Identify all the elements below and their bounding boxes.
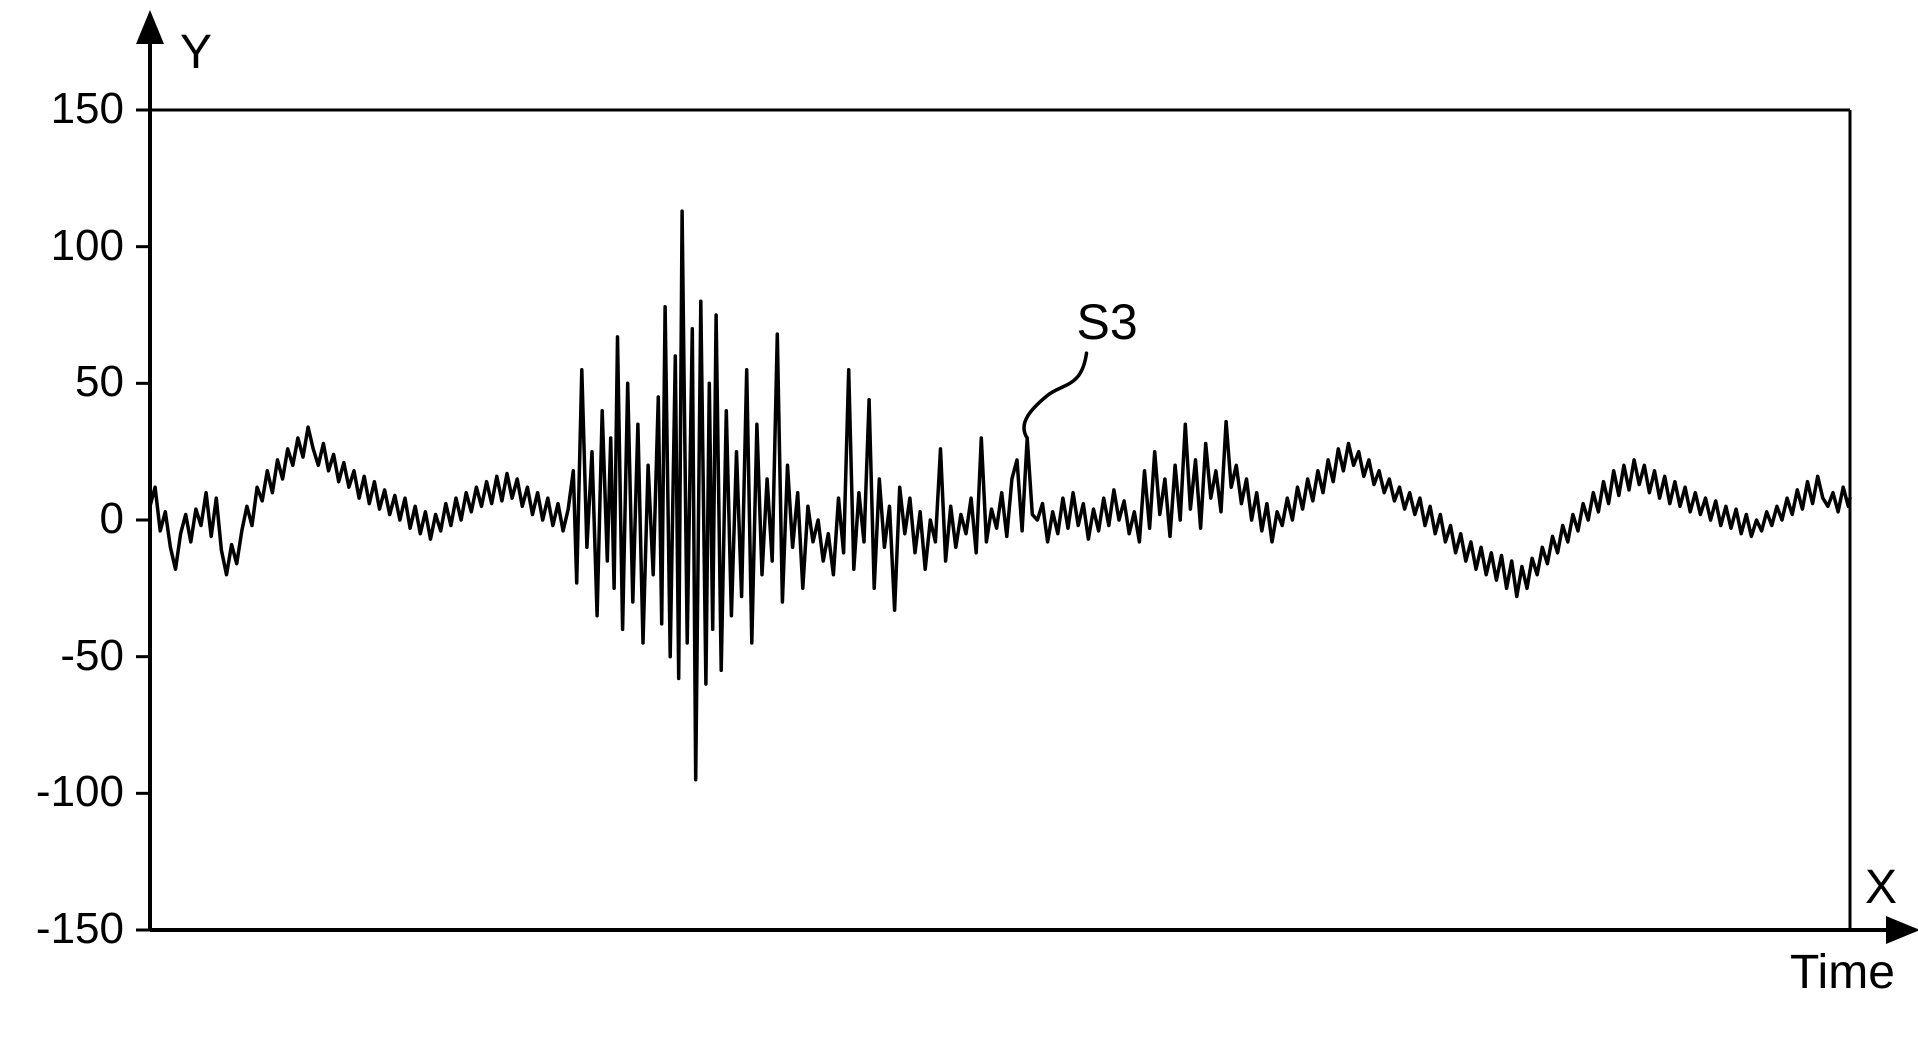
- x-axis-label: X: [1865, 860, 1897, 915]
- ytick-label: 100: [0, 221, 124, 271]
- ytick-label: 0: [0, 494, 124, 544]
- x-axis-sublabel: Time: [1790, 945, 1895, 1000]
- chart-container: 150 100 50 0 -50 -100 -150 Y X Time S3: [0, 0, 1918, 1039]
- signal-chart: [0, 0, 1918, 1039]
- ytick-label: 50: [0, 357, 124, 407]
- ytick-label: -50: [0, 631, 124, 681]
- y-axis-label: Y: [180, 25, 212, 80]
- ytick-label: -150: [0, 904, 124, 954]
- ytick-label: -100: [0, 767, 124, 817]
- ytick-label: 150: [0, 84, 124, 134]
- series-annotation-label: S3: [1077, 293, 1138, 351]
